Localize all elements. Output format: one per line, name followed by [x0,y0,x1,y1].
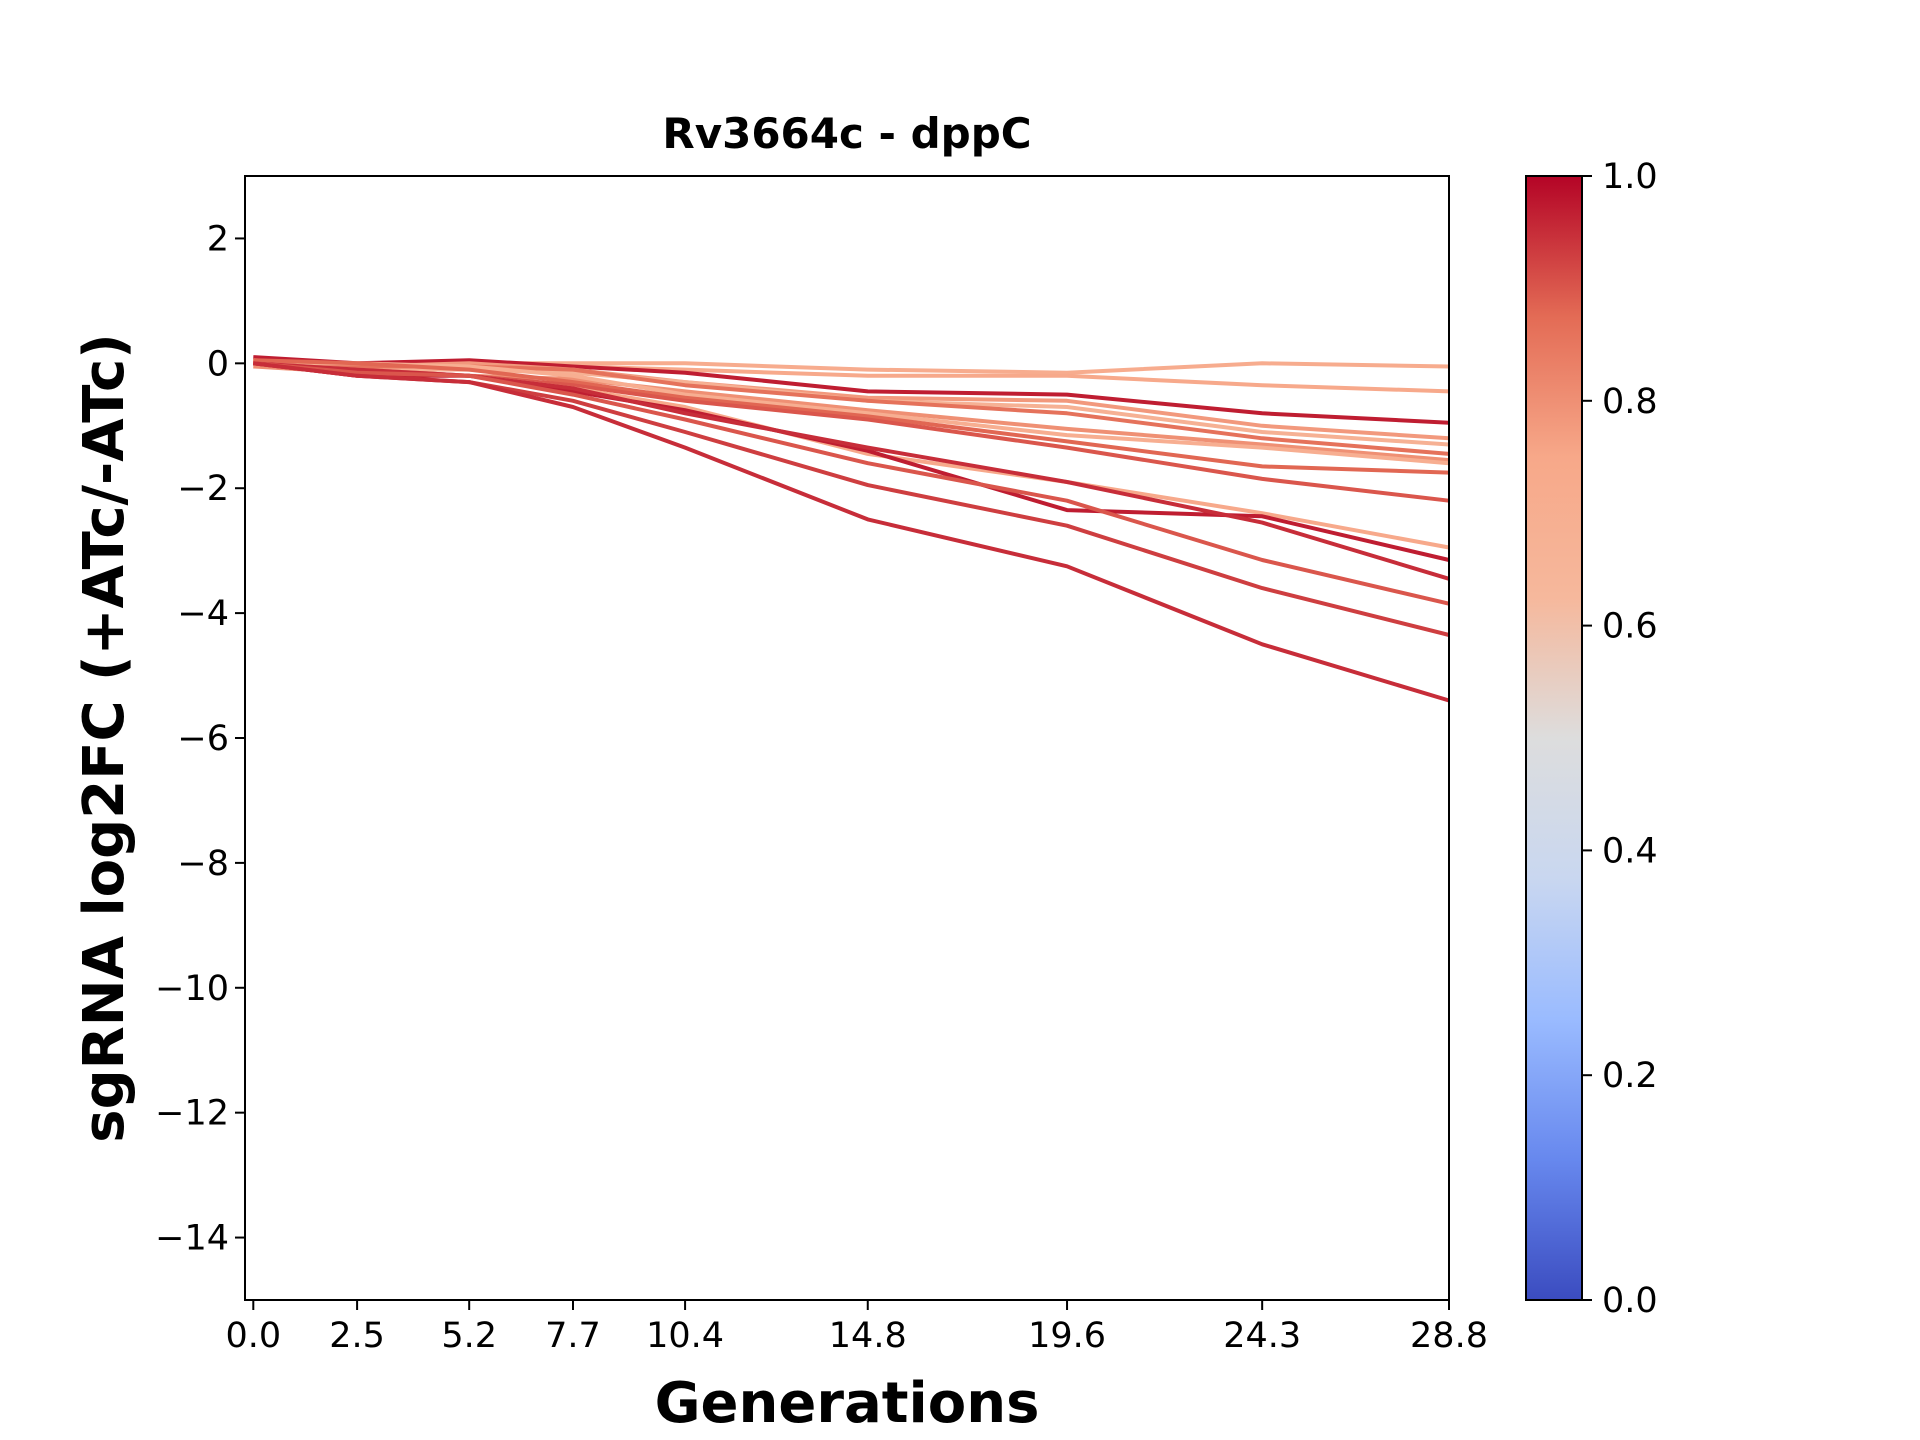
plot-frame [244,175,1450,1301]
x-axis-label: Generations [655,1371,1040,1436]
x-tick-label: 19.6 [1028,1316,1106,1356]
plot-lines [253,355,1450,703]
colorbar [1525,175,1583,1301]
x-tick-label: 10.4 [646,1316,724,1356]
series-line-9 [253,358,1450,475]
series-line-16 [253,361,1450,703]
x-axis-ticks: 0.0 2.5 5.2 7.7 10.4 14.8 19.6 24.3 28.8 [225,1300,1488,1356]
series-line-13 [253,361,1450,581]
x-tick-label: 0.0 [225,1316,281,1356]
colorbar-tick-label: 0.6 [1602,607,1658,647]
series-line-5 [253,361,1450,447]
colorbar-ticks: 0.0 0.2 0.4 0.6 0.8 1.0 [1582,157,1658,1321]
y-tick-label: −10 [155,969,229,1009]
chart-title: Rv3664c - dppC [662,109,1031,158]
series-line-14 [253,361,1450,606]
y-tick-label: −2 [177,469,229,509]
y-tick-label: 2 [207,219,229,259]
series-line-3 [253,355,1450,425]
colorbar-tick-label: 1.0 [1602,157,1658,197]
colorbar-tick-label: 0.2 [1602,1056,1658,1096]
x-tick-label: 2.5 [329,1316,385,1356]
y-tick-label: 0 [207,344,229,384]
colorbar-tick-label: 0.8 [1602,382,1658,422]
y-axis-label: sgRNA log2FC (+ATc/-ATc) [72,333,137,1143]
series-line-12 [253,361,1450,562]
x-tick-label: 14.8 [829,1316,907,1356]
x-tick-label: 24.3 [1223,1316,1301,1356]
y-tick-label: −14 [155,1219,229,1259]
x-tick-label: 28.8 [1410,1316,1488,1356]
x-tick-label: 5.2 [441,1316,497,1356]
y-tick-label: −6 [177,719,229,759]
series-line-15 [253,361,1450,637]
colorbar-tick-label: 0.0 [1602,1281,1658,1321]
y-axis-ticks: 2 0 −2 −4 −6 −8 −10 −12 −14 [155,219,245,1259]
y-tick-label: −8 [177,844,229,884]
x-tick-label: 7.7 [545,1316,601,1356]
colorbar-tick-label: 0.4 [1602,831,1658,871]
y-tick-label: −12 [155,1094,229,1134]
y-tick-label: −4 [177,594,229,634]
